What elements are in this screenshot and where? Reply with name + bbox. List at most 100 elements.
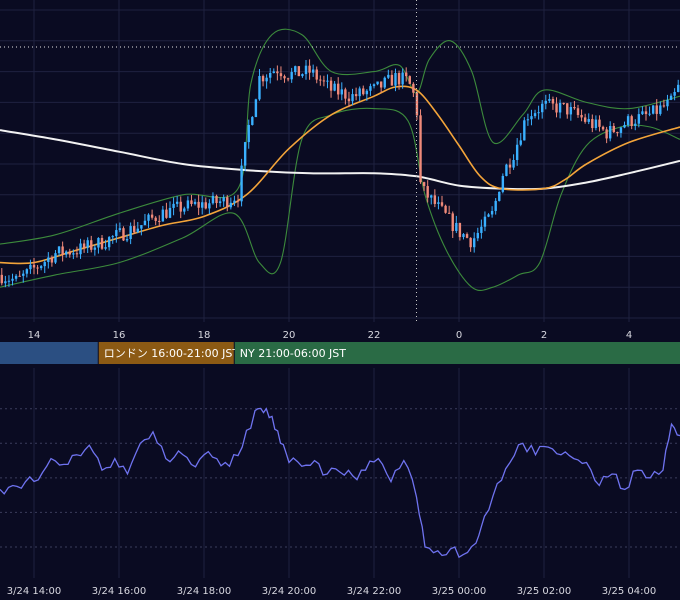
candlestick bbox=[0, 268, 3, 286]
candlestick bbox=[659, 101, 662, 116]
candlestick bbox=[569, 102, 573, 121]
oscillator-line bbox=[0, 407, 680, 559]
candlestick bbox=[673, 88, 676, 101]
candlestick bbox=[86, 237, 89, 254]
candlestick bbox=[172, 197, 175, 216]
candlestick bbox=[394, 68, 397, 92]
candlestick bbox=[408, 75, 411, 85]
candlestick bbox=[501, 173, 505, 194]
candlestick bbox=[358, 86, 361, 102]
candlestick bbox=[444, 204, 447, 214]
candlestick bbox=[662, 99, 666, 108]
session-block bbox=[234, 342, 680, 364]
main-x-tick-label: 2 bbox=[541, 330, 547, 341]
candlestick bbox=[379, 81, 383, 93]
candlestick bbox=[383, 76, 386, 90]
candlestick bbox=[630, 114, 633, 130]
candlestick bbox=[129, 222, 132, 245]
candlestick bbox=[347, 91, 351, 108]
candlestick bbox=[580, 109, 583, 122]
candlestick bbox=[229, 197, 233, 210]
candlestick bbox=[276, 65, 279, 81]
candlestick bbox=[576, 104, 580, 118]
main-x-tick-label: 22 bbox=[368, 330, 381, 341]
candlestick bbox=[515, 138, 519, 166]
candlestick bbox=[533, 109, 537, 119]
candlestick bbox=[7, 275, 11, 287]
osc-x-tick-label: 3/24 22:00 bbox=[347, 586, 401, 597]
candlestick bbox=[458, 222, 462, 241]
candlestick bbox=[677, 79, 680, 93]
candlestick bbox=[286, 77, 290, 82]
candlestick bbox=[183, 206, 186, 215]
candlestick bbox=[483, 211, 487, 232]
candlestick bbox=[90, 235, 93, 253]
candlestick bbox=[573, 100, 576, 110]
candlestick bbox=[337, 77, 340, 100]
candlestick bbox=[57, 246, 61, 256]
candlestick bbox=[390, 70, 394, 86]
candlestick bbox=[311, 64, 315, 77]
main-x-tick-label: 0 bbox=[456, 330, 462, 341]
session-label: NY 21:00-06:00 JST bbox=[240, 347, 347, 360]
candlestick bbox=[473, 232, 476, 253]
candlestick bbox=[107, 236, 111, 251]
candlestick bbox=[551, 96, 555, 110]
candlestick bbox=[186, 196, 190, 212]
candlestick bbox=[498, 191, 501, 202]
candlestick bbox=[512, 154, 515, 170]
osc-x-tick-label: 3/24 18:00 bbox=[177, 586, 231, 597]
candlestick bbox=[591, 114, 594, 133]
candlestick bbox=[412, 82, 415, 98]
candlestick bbox=[269, 68, 272, 84]
candlestick bbox=[555, 97, 558, 118]
candlestick bbox=[47, 252, 50, 269]
candlestick bbox=[125, 234, 129, 243]
candlestick bbox=[612, 123, 615, 133]
candlestick bbox=[122, 226, 125, 241]
candlestick bbox=[315, 66, 318, 84]
candlestick bbox=[39, 264, 43, 271]
candlestick bbox=[487, 213, 490, 218]
candlestick bbox=[362, 85, 365, 96]
candlestick bbox=[369, 83, 372, 96]
candlestick bbox=[605, 126, 608, 144]
main-overlay bbox=[0, 0, 680, 322]
candlestick bbox=[626, 114, 630, 128]
candlestick bbox=[641, 106, 644, 116]
candlestick bbox=[211, 192, 215, 205]
candlestick bbox=[218, 197, 222, 207]
candlestick bbox=[609, 121, 612, 142]
candlestick bbox=[505, 163, 508, 177]
candlestick bbox=[523, 117, 526, 141]
candlestick bbox=[201, 195, 204, 215]
candlestick bbox=[226, 195, 229, 212]
candlestick bbox=[340, 82, 343, 101]
candlestick bbox=[372, 83, 376, 89]
candlestick bbox=[465, 232, 469, 239]
session-bar: ロンドン 16:00-21:00 JST NY 21:00-06:00 JST bbox=[0, 342, 680, 364]
oscillator-x-axis: 3/24 14:00 3/24 16:00 3/24 18:00 3/24 20:00… bbox=[7, 586, 656, 597]
candlestick bbox=[100, 234, 104, 250]
candlestick bbox=[544, 94, 547, 110]
candlestick bbox=[222, 194, 225, 207]
candlestick bbox=[54, 250, 57, 264]
candlestick bbox=[175, 196, 179, 207]
candlestick bbox=[655, 99, 658, 121]
candlestick bbox=[648, 106, 651, 117]
candlestick bbox=[4, 275, 7, 288]
candlestick bbox=[594, 115, 598, 131]
main-x-tick-label: 16 bbox=[113, 330, 126, 341]
candlestick bbox=[537, 105, 540, 120]
main-x-tick-label: 20 bbox=[283, 330, 296, 341]
candlestick bbox=[455, 215, 458, 234]
candlestick bbox=[437, 196, 440, 210]
candlestick bbox=[233, 195, 236, 207]
main-grid bbox=[0, 0, 680, 322]
candlestick bbox=[426, 180, 429, 203]
main-x-tick-label: 14 bbox=[28, 330, 41, 341]
candlestick bbox=[68, 248, 71, 258]
candlestick bbox=[451, 211, 454, 238]
candlestick bbox=[669, 93, 673, 101]
